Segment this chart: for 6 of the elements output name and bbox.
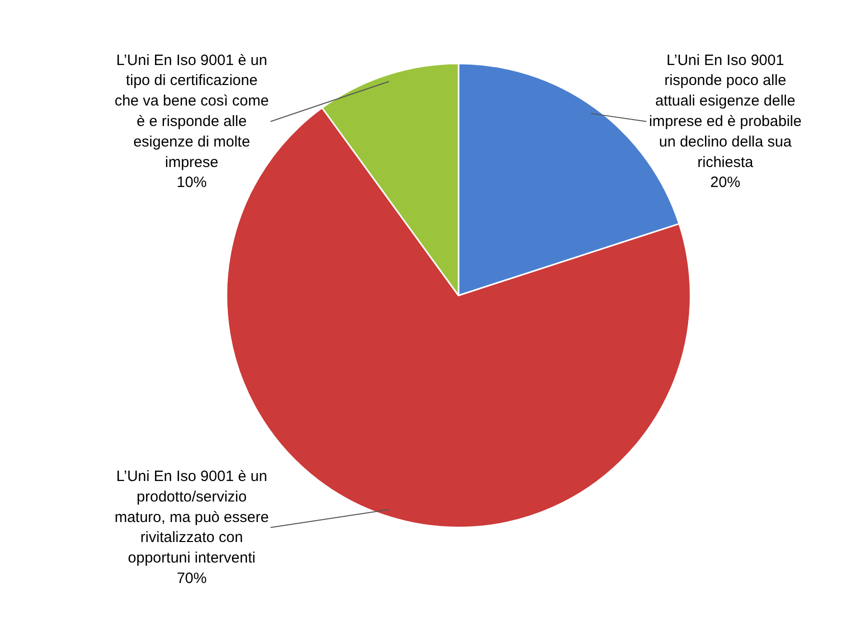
data-label: 10%: [176, 174, 207, 192]
data-label: 20%: [710, 174, 740, 192]
slice-label: L’Uni En Iso 9001 è un tipo di certificazione che va bene così come è e risponde alle esigenze di molte imprese: [114, 52, 269, 171]
slice-label: L’Uni En Iso 9001 risponde poco alle attuali esigenze delle imprese ed è probabile un declino della sua richiesta: [649, 52, 802, 171]
slice-label: L’Uni En Iso 9001 è un prodotto/servizio maturo, ma può essere rivitalizzato con opportuni interventi: [114, 468, 269, 567]
data-label: 70%: [176, 570, 207, 587]
